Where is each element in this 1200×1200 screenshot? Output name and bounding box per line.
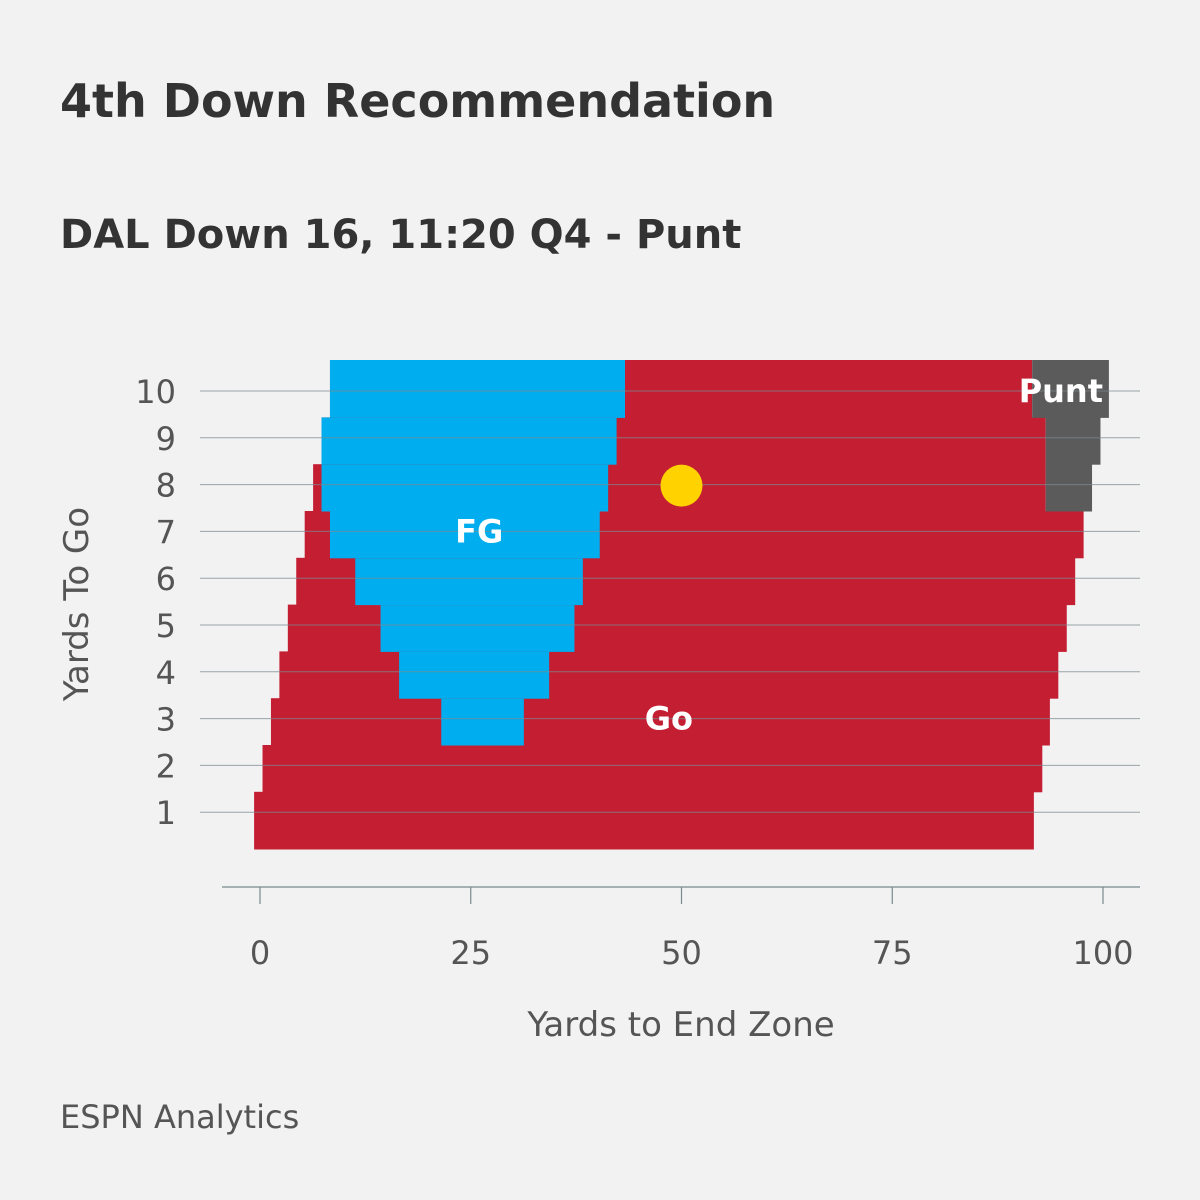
region-label-fg: FG xyxy=(455,512,503,550)
chart-title: 4th Down Recommendation xyxy=(60,74,776,128)
current-situation-marker xyxy=(660,464,703,507)
x-tick-label: 25 xyxy=(450,934,491,972)
go-band-4 xyxy=(279,651,1059,699)
y-tick-label: 1 xyxy=(156,794,176,832)
y-tick-label: 9 xyxy=(156,420,176,458)
y-tick-label: 6 xyxy=(156,560,176,598)
punt-band-8 xyxy=(1045,464,1093,512)
region-label-punt: Punt xyxy=(1019,372,1103,410)
x-tick-label: 50 xyxy=(661,934,702,972)
fg-band-6 xyxy=(355,557,583,606)
chart-subtitle: DAL Down 16, 11:20 Q4 - Punt xyxy=(60,212,742,258)
y-tick-label: 5 xyxy=(156,607,176,645)
x-tick-label: 0 xyxy=(250,934,270,972)
source-credit: ESPN Analytics xyxy=(60,1098,300,1136)
y-tick-label: 7 xyxy=(156,513,176,551)
fg-band-10 xyxy=(329,360,626,418)
go-band-1 xyxy=(254,791,1034,850)
fg-band-9 xyxy=(321,417,617,465)
x-tick-label: 100 xyxy=(1072,934,1133,972)
region-label-go: Go xyxy=(645,700,693,738)
y-tick-label: 10 xyxy=(135,373,176,411)
y-axis-title: Yards To Go xyxy=(57,507,97,702)
punt-band-10 xyxy=(1032,360,1109,418)
fg-band-3 xyxy=(441,698,524,746)
y-tick-label: 8 xyxy=(156,467,176,505)
fg-band-4 xyxy=(399,651,550,699)
fg-band-5 xyxy=(380,604,575,652)
punt-band-9 xyxy=(1045,417,1101,465)
fg-band-7 xyxy=(329,511,600,559)
x-axis-title: Yards to End Zone xyxy=(526,1005,834,1045)
y-tick-label: 2 xyxy=(156,747,176,785)
y-tick-label: 4 xyxy=(156,654,176,692)
go-band-2 xyxy=(262,745,1043,793)
x-tick-label: 75 xyxy=(872,934,913,972)
y-tick-label: 3 xyxy=(156,701,176,739)
fg-band-8 xyxy=(321,464,609,512)
go-band-3 xyxy=(270,698,1050,746)
